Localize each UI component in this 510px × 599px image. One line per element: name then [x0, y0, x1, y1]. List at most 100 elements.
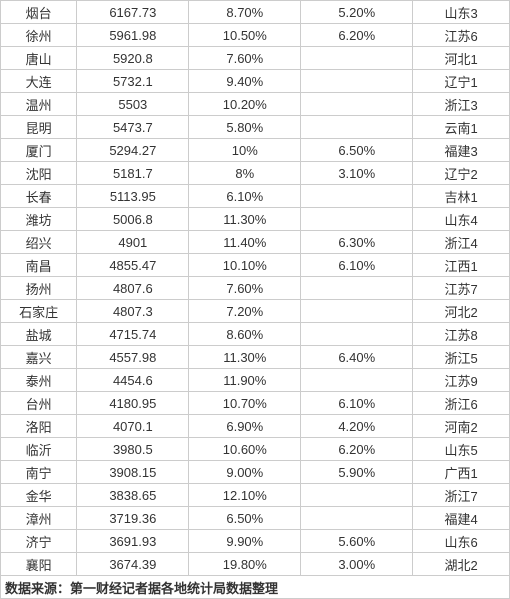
cell-city: 绍兴 — [1, 231, 77, 254]
cell-pct2: 3.10% — [301, 162, 413, 185]
cell-region: 山东4 — [413, 208, 510, 231]
cell-pct1: 10% — [189, 139, 301, 162]
table-row: 金华3838.6512.10%浙江7 — [1, 484, 510, 507]
cell-value: 5503 — [77, 93, 189, 116]
table-row: 嘉兴4557.9811.30%6.40%浙江5 — [1, 346, 510, 369]
cell-city: 漳州 — [1, 507, 77, 530]
cell-region: 江苏9 — [413, 369, 510, 392]
cell-region: 河南2 — [413, 415, 510, 438]
cell-region: 云南1 — [413, 116, 510, 139]
cell-pct1: 10.60% — [189, 438, 301, 461]
cell-value: 5006.8 — [77, 208, 189, 231]
cell-value: 3674.39 — [77, 553, 189, 576]
table-row: 石家庄4807.37.20% 河北2 — [1, 300, 510, 323]
cell-region: 山东5 — [413, 438, 510, 461]
cell-city: 泰州 — [1, 369, 77, 392]
cell-value: 5732.1 — [77, 70, 189, 93]
cell-pct2 — [301, 116, 413, 139]
cell-city: 温州 — [1, 93, 77, 116]
cell-city: 唐山 — [1, 47, 77, 70]
cell-region: 辽宁1 — [413, 70, 510, 93]
table-row: 烟台6167.738.70%5.20%山东3 — [1, 1, 510, 24]
footer-text: 数据来源：第一财经记者据各地统计局数据整理 — [1, 576, 510, 599]
cell-city: 徐州 — [1, 24, 77, 47]
cell-city: 沈阳 — [1, 162, 77, 185]
cell-pct2: 3.00% — [301, 553, 413, 576]
table-row: 扬州4807.67.60%江苏7 — [1, 277, 510, 300]
cell-pct1: 9.90% — [189, 530, 301, 553]
cell-pct1: 7.60% — [189, 277, 301, 300]
cell-value: 6167.73 — [77, 1, 189, 24]
table-row: 厦门5294.2710%6.50%福建3 — [1, 139, 510, 162]
cell-value: 3719.36 — [77, 507, 189, 530]
cell-pct1: 11.90% — [189, 369, 301, 392]
cell-region: 河北2 — [413, 300, 510, 323]
cell-pct1: 10.50% — [189, 24, 301, 47]
table-row: 昆明5473.75.80%云南1 — [1, 116, 510, 139]
cell-value: 3908.15 — [77, 461, 189, 484]
cell-pct1: 11.30% — [189, 208, 301, 231]
cell-pct1: 9.00% — [189, 461, 301, 484]
cell-region: 浙江5 — [413, 346, 510, 369]
cell-region: 江西1 — [413, 254, 510, 277]
cell-pct2: 5.20% — [301, 1, 413, 24]
cell-pct1: 6.10% — [189, 185, 301, 208]
cell-pct1: 6.90% — [189, 415, 301, 438]
cell-city: 厦门 — [1, 139, 77, 162]
cell-city: 临沂 — [1, 438, 77, 461]
cell-city: 潍坊 — [1, 208, 77, 231]
cell-city: 洛阳 — [1, 415, 77, 438]
cell-pct1: 8.60% — [189, 323, 301, 346]
cell-value: 5920.8 — [77, 47, 189, 70]
table-row: 温州550310.20%浙江3 — [1, 93, 510, 116]
cell-pct1: 6.50% — [189, 507, 301, 530]
table-row: 绍兴490111.40%6.30%浙江4 — [1, 231, 510, 254]
cell-city: 南昌 — [1, 254, 77, 277]
table-row: 潍坊5006.811.30% 山东4 — [1, 208, 510, 231]
cell-region: 浙江4 — [413, 231, 510, 254]
cell-value: 5473.7 — [77, 116, 189, 139]
cell-pct2: 6.20% — [301, 24, 413, 47]
cell-pct1: 10.70% — [189, 392, 301, 415]
cell-value: 4807.3 — [77, 300, 189, 323]
table-row: 大连5732.19.40%辽宁1 — [1, 70, 510, 93]
cell-region: 江苏6 — [413, 24, 510, 47]
cell-city: 石家庄 — [1, 300, 77, 323]
cell-pct1: 8% — [189, 162, 301, 185]
cell-pct1: 9.40% — [189, 70, 301, 93]
cell-value: 4807.6 — [77, 277, 189, 300]
cell-pct1: 7.60% — [189, 47, 301, 70]
cell-value: 4557.98 — [77, 346, 189, 369]
cell-pct2: 6.20% — [301, 438, 413, 461]
table-row: 长春5113.956.10%吉林1 — [1, 185, 510, 208]
cell-pct2 — [301, 185, 413, 208]
cell-city: 昆明 — [1, 116, 77, 139]
cell-city: 长春 — [1, 185, 77, 208]
cell-region: 浙江6 — [413, 392, 510, 415]
cell-region: 江苏7 — [413, 277, 510, 300]
cell-region: 山东3 — [413, 1, 510, 24]
cell-pct2: 6.50% — [301, 139, 413, 162]
cell-value: 4180.95 — [77, 392, 189, 415]
cell-pct1: 10.10% — [189, 254, 301, 277]
table-row: 台州4180.9510.70%6.10%浙江6 — [1, 392, 510, 415]
cell-region: 山东6 — [413, 530, 510, 553]
cell-pct2 — [301, 323, 413, 346]
cell-region: 辽宁2 — [413, 162, 510, 185]
cell-pct2 — [301, 70, 413, 93]
cell-pct1: 19.80% — [189, 553, 301, 576]
cell-pct2 — [301, 484, 413, 507]
cell-pct2 — [301, 93, 413, 116]
cell-pct2 — [301, 277, 413, 300]
cell-value: 4715.74 — [77, 323, 189, 346]
cell-city: 南宁 — [1, 461, 77, 484]
table-row: 泰州4454.611.90%江苏9 — [1, 369, 510, 392]
cell-pct1: 7.20% — [189, 300, 301, 323]
cell-region: 湖北2 — [413, 553, 510, 576]
table-row: 盐城4715.748.60%江苏8 — [1, 323, 510, 346]
cell-pct1: 12.10% — [189, 484, 301, 507]
cell-pct2: 6.10% — [301, 392, 413, 415]
cell-pct2 — [301, 300, 413, 323]
cell-value: 3838.65 — [77, 484, 189, 507]
cell-value: 3691.93 — [77, 530, 189, 553]
